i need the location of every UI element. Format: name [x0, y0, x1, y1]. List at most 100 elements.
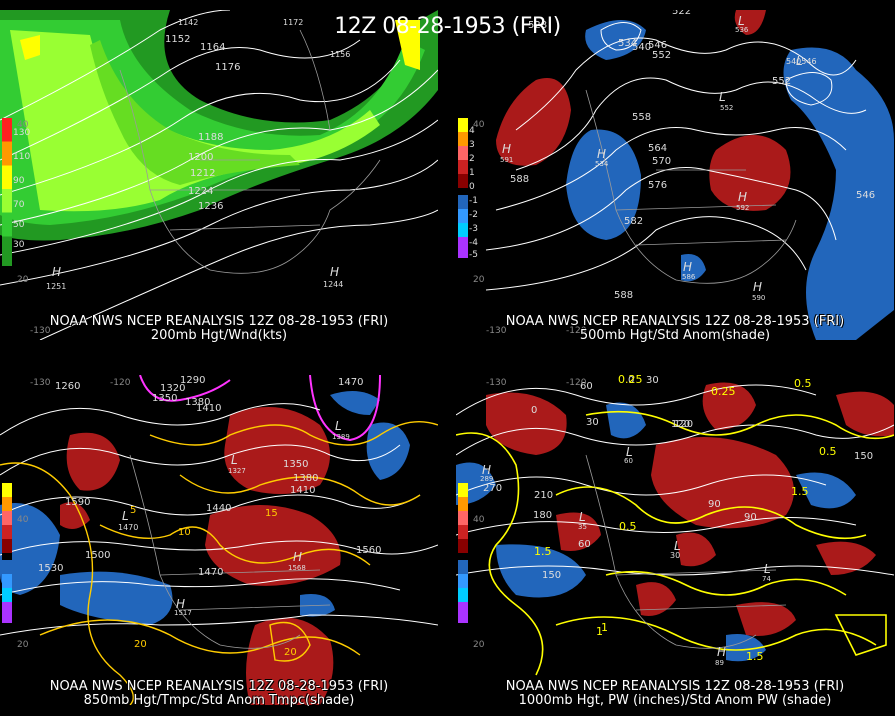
low-marker: L — [579, 510, 586, 524]
low-value: 74 — [762, 575, 771, 583]
low-marker: L — [764, 562, 771, 576]
contour-label: 588 — [510, 174, 530, 185]
contour-label: 1188 — [198, 132, 224, 143]
pw-label: 1 — [596, 625, 603, 638]
lat-label: 40 — [17, 120, 29, 130]
lat-label: 40 — [17, 515, 29, 525]
contour-label: 180 — [533, 510, 553, 521]
high-marker: H — [330, 265, 340, 279]
high-marker: H — [502, 142, 512, 156]
low-marker: L — [796, 54, 803, 68]
lon-label: -130 — [30, 326, 51, 336]
contour-label: 270 — [483, 483, 503, 494]
contour-label: 1470 — [198, 567, 224, 578]
low-value: 540546 — [786, 57, 817, 66]
map-850mb — [0, 375, 438, 705]
caption-line1: NOAA NWS NCEP REANALYSIS 12Z 08-28-1953 … — [505, 314, 845, 329]
lat-label: 40 — [473, 120, 485, 130]
contour-label: 534 — [618, 38, 638, 49]
pw-label: 0.5 — [619, 520, 637, 533]
caption-200mb: NOAA NWS NCEP REANALYSIS 12Z 08-28-1953 … — [0, 315, 438, 343]
contour-label: 1212 — [190, 168, 216, 179]
low-marker: L — [231, 453, 238, 467]
colorbar-label: 110 — [13, 152, 31, 162]
colorbar-label: 30 — [13, 240, 25, 250]
contour-label: 1152 — [165, 34, 191, 45]
contour-label: 1590 — [65, 497, 91, 508]
contour-label: 528 — [528, 20, 548, 31]
low-value: 1327 — [228, 467, 246, 475]
colorbar-label: -3 — [469, 224, 478, 234]
contour-label: 30 — [646, 375, 659, 386]
panel-850mb: 1260 1290 1320 1350 1380 1410 1440 1470 … — [0, 375, 438, 705]
high-value: 586 — [682, 273, 696, 281]
panel-200mb: 130 110 90 70 50 30 1152 1164 1176 1188 … — [0, 10, 438, 340]
contour-label: 1176 — [215, 62, 241, 73]
contour-label: 522 — [672, 10, 692, 17]
contour-label: 1440 — [206, 503, 232, 514]
high-marker: H — [597, 147, 607, 161]
high-marker: H — [753, 280, 763, 294]
colorbar-label: 130 — [13, 128, 31, 138]
high-marker: H — [293, 550, 303, 564]
colorbar-850mb — [2, 483, 12, 623]
contour-label: 1530 — [38, 563, 64, 574]
contour-label: 1164 — [200, 42, 226, 53]
contour-label: 1350 — [283, 459, 309, 470]
high-marker: H — [52, 265, 62, 279]
lon-label: -120 — [566, 326, 587, 336]
pw-label: 1 — [601, 621, 608, 634]
contour-label: 540 — [632, 42, 652, 53]
contour-label: 1142 — [178, 18, 199, 27]
map-200mb — [0, 10, 438, 340]
caption-500mb: NOAA NWS NCEP REANALYSIS 12Z 08-28-1953 … — [456, 315, 894, 343]
low-value: 552 — [720, 104, 734, 112]
high-marker: H — [683, 260, 693, 274]
contour-label: 30 — [586, 417, 599, 428]
high-marker: H — [176, 597, 186, 611]
lon-label: -130 — [486, 378, 507, 388]
contour-label: 90 — [744, 512, 757, 523]
contour-label: 558 — [632, 112, 652, 123]
contour-label: 582 — [624, 216, 644, 227]
contour-label: 150 — [542, 570, 562, 581]
low-marker: L — [719, 90, 726, 104]
caption-line1: NOAA NWS NCEP REANALYSIS 12Z 08-28-1953 … — [49, 314, 389, 329]
high-value: 89 — [715, 659, 724, 667]
caption-line1: NOAA NWS NCEP REANALYSIS 12Z 08-28-1953 … — [505, 679, 845, 694]
contour-label: 546 — [856, 190, 876, 201]
high-marker: H — [717, 645, 727, 659]
contour-label: 120 — [674, 419, 694, 430]
pw-label: 1.5 — [746, 650, 764, 663]
contour-label: 552 — [772, 76, 792, 87]
contour-label: 0 — [531, 405, 538, 416]
contour-label: 1500 — [85, 550, 111, 561]
contour-label: 210 — [534, 490, 554, 501]
contour-label: 576 — [648, 180, 668, 191]
caption-line2: 1000mb Hgt, PW (inches)/Std Anom PW (sha… — [518, 693, 832, 708]
contour-label: 1156 — [330, 50, 351, 59]
caption-line2: 500mb Hgt/Std Anom(shade) — [579, 328, 771, 343]
high-marker: H — [738, 190, 748, 204]
lat-label: 20 — [17, 275, 29, 285]
high-value: 588 — [614, 290, 634, 301]
colorbar-label: 2 — [469, 154, 475, 164]
lon-label: -120 — [566, 378, 587, 388]
low-value: 1389 — [332, 433, 350, 441]
colorbar-label: -4 — [469, 238, 478, 248]
contour-label: 546 — [648, 40, 668, 51]
map-1000mb — [456, 382, 894, 676]
colorbar-label: 1 — [469, 168, 475, 178]
high-value: 1517 — [174, 609, 192, 617]
contour-label: 1290 — [180, 375, 206, 386]
lat-label: 20 — [17, 640, 29, 650]
contour-label: 1470 — [338, 377, 364, 388]
high-value: 592 — [736, 204, 750, 212]
high-marker: H — [482, 463, 492, 477]
caption-line1: NOAA NWS NCEP REANALYSIS 12Z 08-28-1953 … — [49, 679, 389, 694]
contour-label: 1380 — [293, 473, 319, 484]
colorbar-label: 0 — [469, 182, 475, 192]
high-value: 534 — [595, 160, 609, 168]
low-value: 1470 — [118, 523, 139, 532]
caption-1000mb: NOAA NWS NCEP REANALYSIS 12Z 08-28-1953 … — [456, 680, 894, 708]
